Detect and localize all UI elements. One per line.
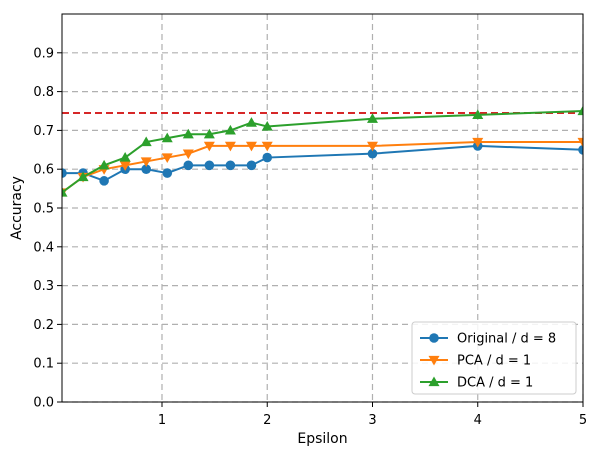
series-1-point-11 <box>366 141 378 152</box>
series-2-point-0 <box>62 186 68 197</box>
series-0-point-4 <box>141 164 152 174</box>
legend-label-0: Original / d = 8 <box>457 332 556 347</box>
series-2-point-13 <box>577 105 583 116</box>
series-0-point-0 <box>62 168 67 178</box>
y-tick-label-7: 0.7 <box>33 124 54 139</box>
series-0 <box>62 141 583 186</box>
y-tick-label-1: 0.1 <box>33 357 54 372</box>
series-0-point-2 <box>99 176 109 186</box>
y-tick-label-9: 0.9 <box>33 46 54 61</box>
series-1-point-12 <box>472 137 484 148</box>
legend-marker-0 <box>429 333 439 343</box>
series-2-point-6 <box>182 128 194 139</box>
x-tick-label-4: 5 <box>579 413 587 428</box>
series-1-point-3 <box>119 161 131 171</box>
legend-marker-2 <box>428 376 440 387</box>
series-1-point-13 <box>577 137 583 148</box>
series-1-point-5 <box>161 153 173 164</box>
series-2-point-9 <box>245 117 257 127</box>
y-axis-label: Accuracy <box>9 176 25 240</box>
y-axis-ticks: 0.0 0.1 0.2 0.3 0.4 0.5 0.6 0.7 0.8 0.9 <box>33 46 62 411</box>
x-axis-ticks: 1 2 3 4 5 <box>158 402 587 428</box>
x-axis-label: Epsilon <box>297 431 347 447</box>
series-2-point-1 <box>77 171 89 182</box>
series-2-point-7 <box>203 128 215 139</box>
series-2-point-4 <box>140 136 152 147</box>
legend: Original / d = 8 PCA / d = 1 DCA / d = 1 <box>411 321 577 395</box>
y-tick-label-8: 0.8 <box>33 85 54 100</box>
legend-label-1: PCA / d = 1 <box>457 354 531 369</box>
series-1-point-10 <box>261 141 273 152</box>
series-2-point-10 <box>261 121 273 131</box>
x-tick-label-3: 4 <box>474 413 482 428</box>
y-tick-label-4: 0.4 <box>33 240 54 255</box>
series-0-point-9 <box>246 160 257 171</box>
x-tick-label-1: 2 <box>263 413 271 428</box>
series-1-line <box>62 141 583 194</box>
series-2-point-3 <box>119 152 131 162</box>
series-1-point-6 <box>182 149 194 160</box>
y-tick-label-0: 0.0 <box>33 396 54 411</box>
series-0-point-5 <box>162 168 173 178</box>
y-tick-label-2: 0.2 <box>33 318 54 333</box>
series-0-point-7 <box>204 160 215 171</box>
series-2 <box>62 105 583 197</box>
series-0-point-11 <box>367 148 378 159</box>
series-2-point-2 <box>98 159 110 170</box>
series-2-point-5 <box>161 132 173 143</box>
y-tick-label-5: 0.5 <box>33 202 54 217</box>
series-1-point-4 <box>140 157 152 167</box>
series-2-point-12 <box>472 109 484 120</box>
series-1-point-8 <box>224 141 236 152</box>
legend-marker-1 <box>428 355 440 366</box>
series-0-point-13 <box>578 145 583 155</box>
series-0-point-6 <box>183 160 194 171</box>
x-tick-label-0: 1 <box>158 413 166 428</box>
series-2-point-8 <box>224 124 236 135</box>
series-0-point-10 <box>262 152 273 163</box>
y-tick-label-6: 0.6 <box>33 163 54 178</box>
series-group <box>62 105 583 198</box>
series-2-line <box>62 110 583 194</box>
x-tick-label-2: 3 <box>368 413 376 428</box>
y-tick-label-3: 0.3 <box>33 279 54 294</box>
series-0-point-8 <box>225 160 236 171</box>
series-2-point-11 <box>366 113 378 123</box>
series-1-point-9 <box>245 141 257 152</box>
series-1-point-7 <box>203 141 215 152</box>
legend-label-2: DCA / d = 1 <box>457 376 533 391</box>
legend-box <box>411 321 577 395</box>
